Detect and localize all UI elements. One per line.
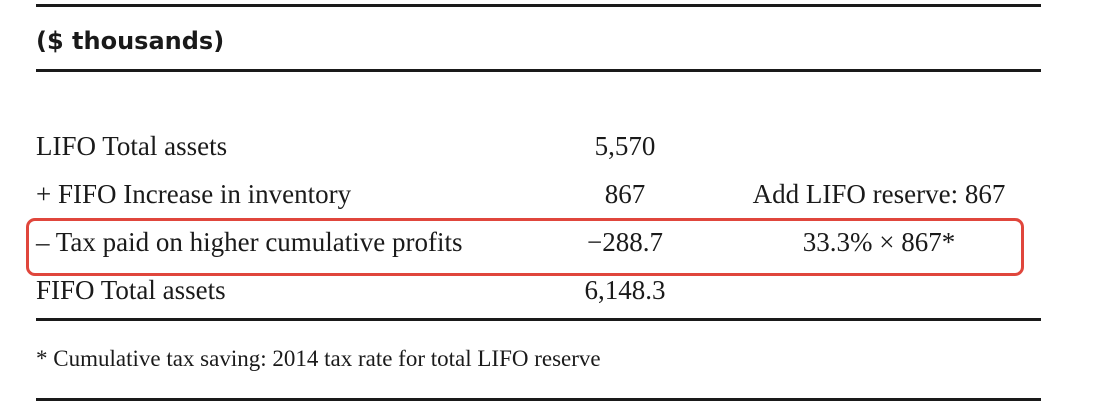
highlight-box bbox=[26, 218, 1024, 276]
row-label: LIFO Total assets bbox=[36, 131, 228, 161]
table-row: + FIFO Increase in inventory 867 Add LIF… bbox=[0, 174, 1100, 214]
bottom-rule bbox=[36, 398, 1041, 401]
table-row: LIFO Total assets 5,570 bbox=[0, 126, 1100, 166]
row-value: 5,570 bbox=[594, 131, 656, 161]
row-value: 6,148.3 bbox=[584, 275, 666, 305]
row-label: – Tax paid on higher cumulative profits bbox=[36, 227, 463, 257]
table-row: FIFO Total assets 6,148.3 bbox=[0, 270, 1100, 310]
units-header: ($ thousands) bbox=[36, 27, 225, 55]
table-row: – Tax paid on higher cumulative profits … bbox=[0, 222, 1100, 262]
total-rule bbox=[36, 318, 1041, 321]
row-label: FIFO Total assets bbox=[36, 275, 226, 305]
top-rule bbox=[36, 4, 1041, 7]
row-label: + FIFO Increase in inventory bbox=[36, 179, 352, 209]
header-rule bbox=[36, 69, 1041, 72]
row-value: 867 bbox=[604, 179, 646, 209]
row-value: −288.7 bbox=[587, 227, 663, 257]
row-note: 33.3% × 867* bbox=[802, 227, 956, 257]
row-note: Add LIFO reserve: 867 bbox=[752, 179, 1006, 209]
footnote: * Cumulative tax saving: 2014 tax rate f… bbox=[36, 346, 601, 371]
